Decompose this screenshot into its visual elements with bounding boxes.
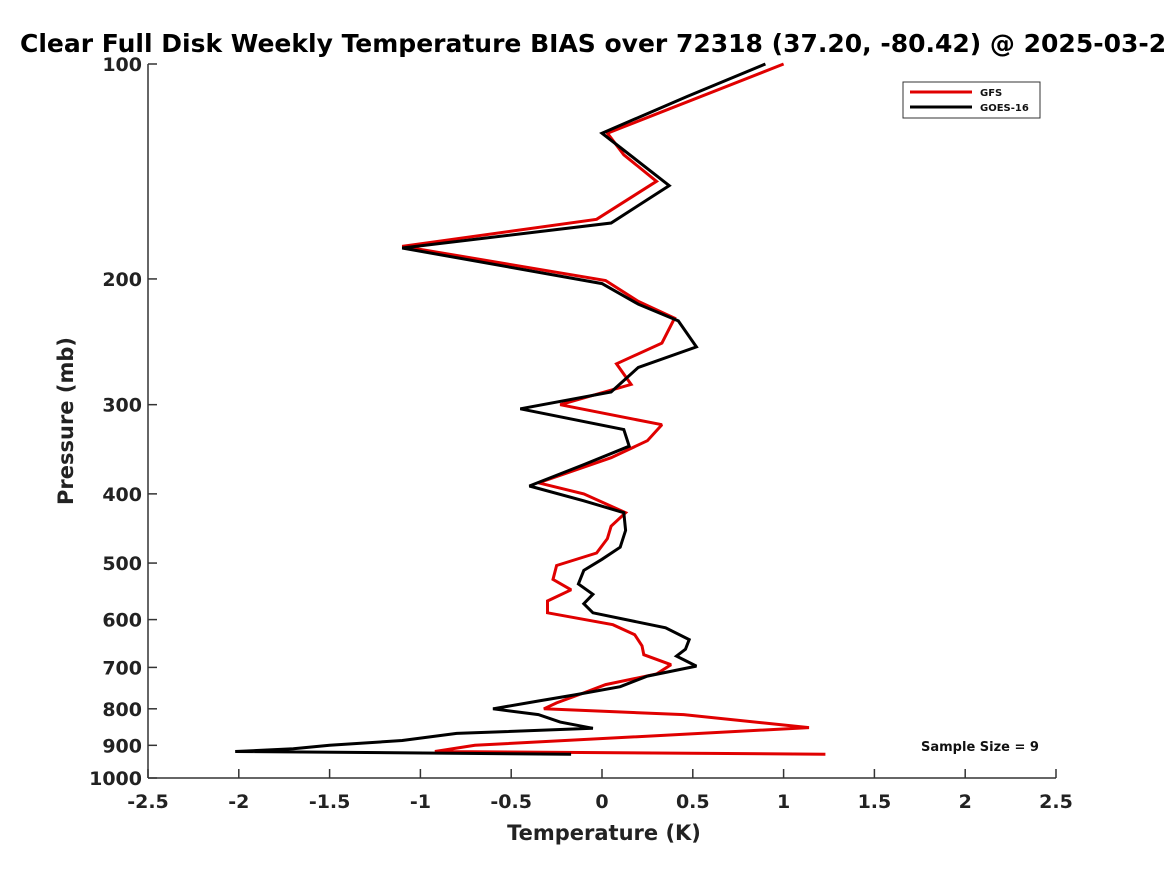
y-tick-label: 700	[102, 657, 142, 679]
x-tick-label: -2.5	[127, 791, 169, 813]
plot-lines	[235, 62, 826, 756]
x-tick-label: -1.5	[309, 791, 351, 813]
y-tick-label: 200	[102, 269, 142, 291]
chart-title: Clear Full Disk Weekly Temperature BIAS …	[20, 29, 1166, 58]
x-axis-label: Temperature (K)	[507, 821, 701, 845]
x-tick-label: -1	[410, 791, 431, 813]
x-tick-label: 0	[595, 791, 608, 813]
y-tick-label: 400	[102, 484, 142, 506]
x-tick-label: 0.5	[676, 791, 710, 813]
legend-box	[902, 81, 1041, 119]
x-tick-label: -2	[228, 791, 249, 813]
series-line-gfs	[401, 62, 826, 756]
y-tick-label: 300	[102, 395, 142, 417]
x-tick-label: 1.5	[858, 791, 892, 813]
y-tick-label: 100	[102, 54, 142, 76]
y-tick-label: 500	[102, 553, 142, 575]
y-tick-label: 800	[102, 699, 142, 721]
x-tick-label: 1	[777, 791, 790, 813]
y-tick-label: 900	[102, 735, 142, 757]
series-line-goes16	[235, 62, 766, 756]
y-tick-label: 600	[102, 610, 142, 632]
x-ticks: -2.5 -2 -1.5 -1 -0.5 0 0.5 1 1.5 2 2.5	[127, 769, 1073, 813]
legend-label-gfs: GFS	[980, 88, 1002, 99]
y-axis-label: Pressure (mb)	[54, 337, 78, 505]
x-tick-label: 2	[959, 791, 972, 813]
x-tick-label: 2.5	[1039, 791, 1073, 813]
legend-label-goes16: GOES-16	[980, 103, 1029, 114]
legend: GFS GOES-16	[902, 81, 1041, 119]
y-tick-label: 1000	[89, 768, 142, 790]
x-tick-label: -0.5	[490, 791, 532, 813]
sample-size-annotation: Sample Size = 9	[921, 740, 1039, 755]
y-ticks: 100 200 300 400 500 600 700 800 900 1000	[89, 54, 157, 790]
